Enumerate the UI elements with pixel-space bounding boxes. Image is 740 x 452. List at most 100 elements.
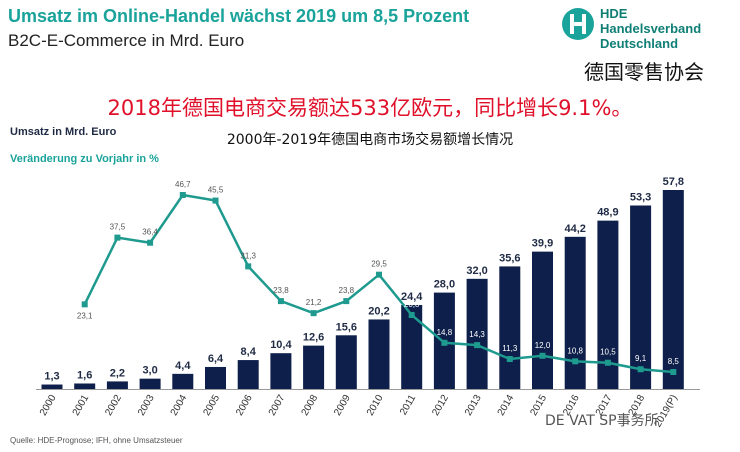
x-tick-label: 2009 [332,393,353,418]
growth-value-label: 11,3 [502,344,518,353]
bar-value-label: 20,2 [368,305,389,317]
hde-logo-icon [562,8,594,40]
growth-value-label: 29,5 [371,260,387,269]
bar-2006 [237,360,259,389]
bar-2007 [270,353,292,389]
x-tick-label: 2014 [496,393,517,418]
x-tick-label: 2002 [103,393,124,418]
growth-point-2011 [408,312,415,319]
bar-2013 [466,278,488,389]
logo-line-2: Handelsverband [600,21,702,36]
headline-cn: 2018年德国电商交易额达533亿欧元，同比增长9.1%。 [107,96,633,120]
growth-value-label: 14,3 [469,330,485,339]
x-tick-label: 2011 [398,393,418,418]
bar-value-label: 44,2 [564,223,585,235]
bar-2014 [499,266,521,389]
growth-value-label: 14,8 [437,328,453,337]
page-title: Umsatz im Online-Handel wächst 2019 um 8… [8,6,470,26]
bar-2008 [303,345,325,389]
bar-value-label: 53,3 [630,191,651,203]
bar-2004 [172,373,194,389]
logo-cn-text: 德国零售协会 [584,60,704,84]
growth-value-label: 20,8 [404,300,420,309]
growth-value-label: 23,8 [273,286,289,295]
growth-point-2002 [114,234,121,241]
logo-line-3: Deutschland [600,36,679,51]
x-tick-label: 2005 [201,393,222,418]
bar-2009 [335,335,357,389]
growth-value-label: 8,5 [668,357,680,366]
bar-2019(P) [662,190,684,389]
x-tick-label: 2004 [169,393,190,418]
bar-value-label: 8,4 [241,346,257,358]
bar-2017 [597,220,619,389]
growth-point-2005 [212,197,219,204]
bar-value-label: 1,6 [77,369,92,381]
growth-point-2019(P) [670,369,677,375]
x-tick-label: 2007 [267,393,288,418]
growth-point-2010 [376,271,382,278]
growth-point-2017 [604,359,611,366]
bar-value-label: 32,0 [466,265,487,277]
growth-value-label: 31,3 [240,251,256,260]
bar-2000 [41,384,63,389]
bar-2018 [630,205,652,389]
bar-2003 [139,378,161,389]
bar-value-label: 35,6 [499,252,520,264]
chart-title-cn: 2000年-2019年德国电商市场交易额增长情况 [226,132,514,148]
bar-value-label: 2,2 [110,367,125,379]
bar-value-label: 1,3 [44,371,59,383]
growth-point-2014 [506,356,513,363]
bar-value-label: 4,4 [175,360,191,372]
growth-value-label: 9,1 [635,354,647,363]
growth-point-2016 [572,358,579,365]
bar-2001 [74,383,96,389]
bar-value-label: 24,4 [401,291,423,303]
x-tick-label: 2001 [71,393,92,418]
growth-point-2015 [539,352,546,359]
growth-point-2009 [343,298,350,305]
bar-value-label: 3,0 [142,365,157,377]
bar-2002 [106,381,128,389]
bar-value-label: 28,0 [434,279,455,291]
growth-point-2004 [179,192,186,198]
growth-value-label: 12,0 [535,341,551,350]
growth-point-2013 [474,342,481,349]
growth-value-label: 23,8 [339,286,355,295]
growth-point-2012 [441,339,448,346]
bar-value-label: 15,6 [336,321,357,333]
bar-2005 [205,366,226,389]
hde-logo-text: HDE Handelsverband Deutschland [600,6,701,51]
logo-line-1: HDE [600,6,628,21]
x-tick-label: 2003 [136,393,157,418]
bar-series-label: Umsatz in Mrd. Euro [10,126,117,138]
x-tick-label: 2008 [300,393,321,418]
growth-value-label: 10,5 [600,348,616,357]
x-tick-label: 2012 [430,393,451,418]
bar-value-label: 6,4 [208,353,224,365]
bar-value-label: 48,9 [597,207,618,219]
growth-point-2003 [147,239,154,246]
growth-value-label: 23,1 [77,311,93,320]
x-tick-label: 2006 [234,393,255,418]
page-subtitle: B2C-E-Commerce in Mrd. Euro [8,31,245,50]
x-tick-label: 2010 [365,393,386,418]
bar-2010 [368,319,390,389]
watermark: DE VAT SP事务所 [545,413,659,429]
growth-value-label: 37,5 [110,223,126,232]
x-tick-label: 2000 [38,393,59,418]
bar-value-label: 57,8 [663,176,684,188]
growth-point-2008 [310,310,317,317]
bar-2015 [532,251,553,389]
bar-value-label: 12,6 [303,332,324,344]
bar-2016 [564,236,586,389]
bar-2011 [401,304,423,389]
source-note: Quelle: HDE-Prognose; IFH, ohne Umsatzst… [10,436,183,445]
x-tick-label: 2013 [463,393,484,418]
growth-point-2001 [81,301,88,308]
line-series-label: Veränderung zu Vorjahr in % [10,153,159,165]
bar-value-label: 39,9 [532,238,553,250]
growth-point-2018 [637,366,644,373]
growth-point-2007 [277,298,284,305]
